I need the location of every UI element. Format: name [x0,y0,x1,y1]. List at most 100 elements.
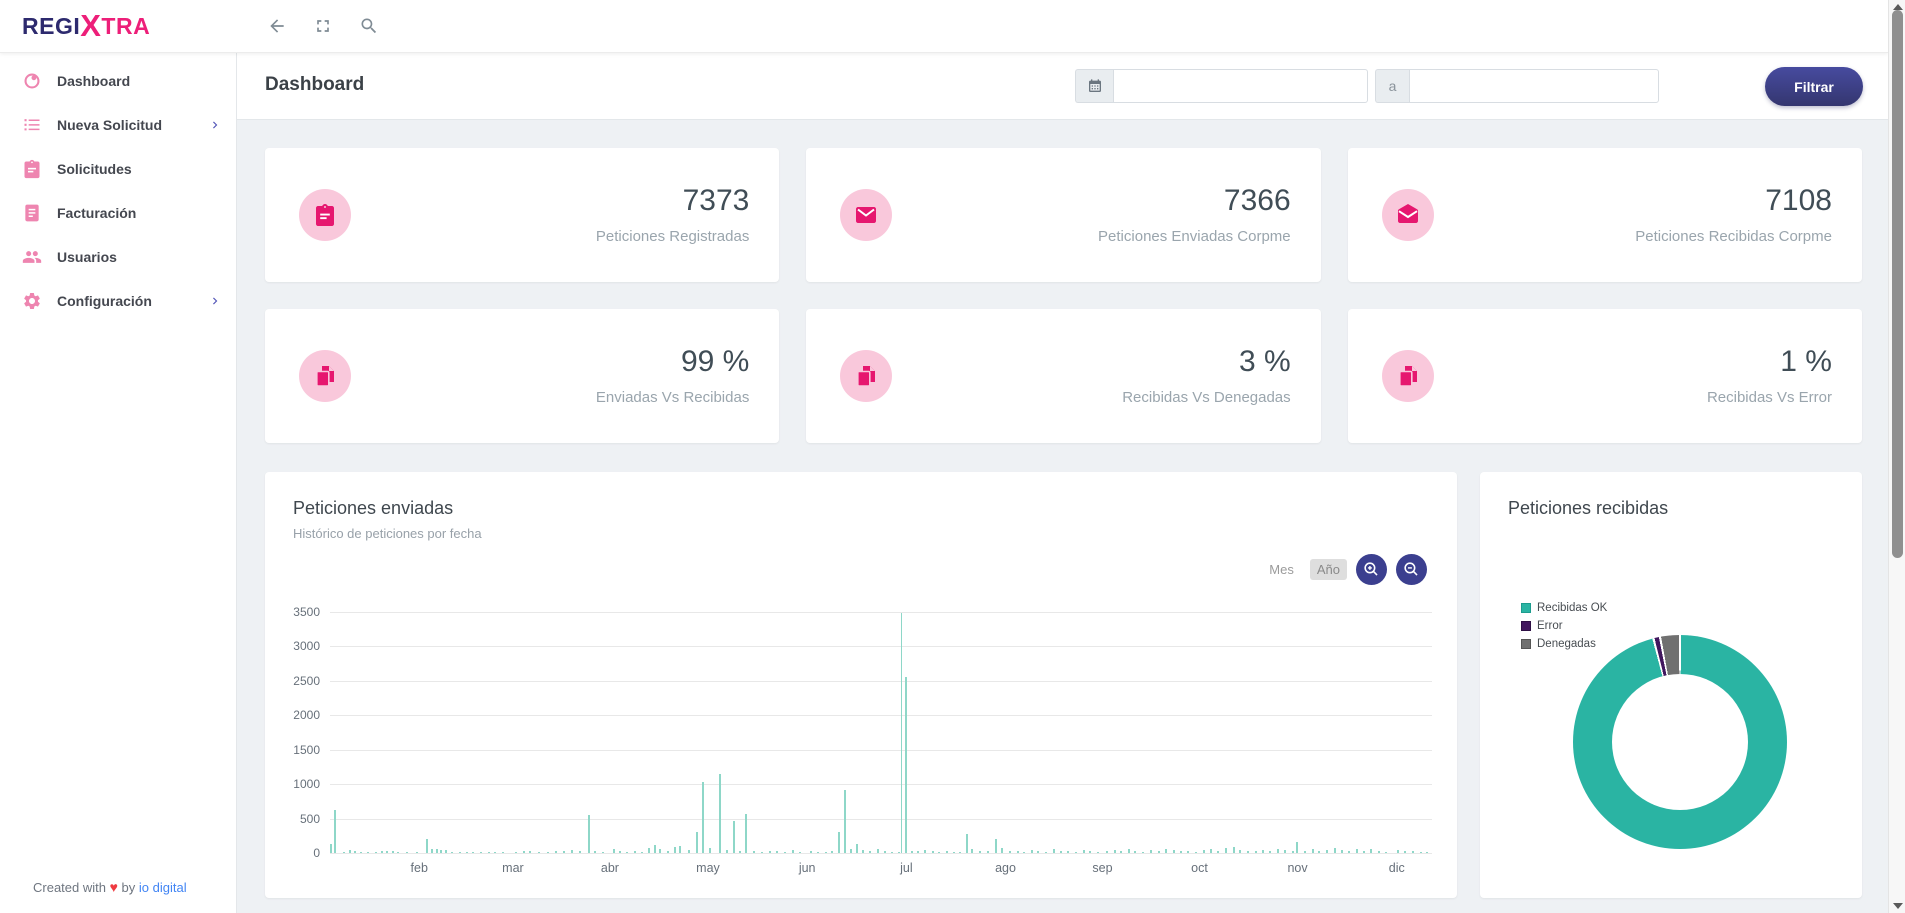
bar[interactable] [1030,849,1033,853]
bar[interactable] [931,850,934,853]
bar[interactable] [910,850,913,853]
bar[interactable] [562,851,565,853]
bar[interactable] [917,851,920,853]
bar[interactable] [472,852,475,853]
bar[interactable] [1195,851,1198,853]
bar[interactable] [776,851,779,853]
bar[interactable] [901,613,903,853]
legend-item-recibidas-ok[interactable]: Recibidas OK [1521,602,1607,614]
bar[interactable] [719,773,721,853]
bar[interactable] [579,851,582,853]
bar[interactable] [380,851,383,853]
bar[interactable] [529,850,532,853]
bar[interactable] [648,847,651,853]
bar[interactable] [1262,849,1265,853]
sidebar-item-dashboard[interactable]: Dashboard [0,59,236,103]
bar[interactable] [1412,850,1415,853]
bar[interactable] [538,851,541,853]
bar[interactable] [791,850,794,853]
date-from-input[interactable] [1113,69,1368,103]
bar[interactable] [738,850,741,853]
bar[interactable] [1074,851,1077,853]
date-to-input[interactable] [1409,69,1659,103]
bar[interactable] [1340,850,1343,853]
bar[interactable] [415,852,418,853]
bar[interactable] [653,845,656,853]
bar[interactable] [1059,851,1062,853]
bar[interactable] [1120,851,1123,853]
legend-item-denegadas[interactable]: Denegadas [1521,638,1607,650]
bar[interactable] [375,851,378,853]
bar[interactable] [1113,849,1116,853]
bar[interactable] [479,852,482,853]
vertical-scrollbar[interactable] [1888,0,1905,913]
sidebar-item-configuraci-n[interactable]: Configuración [0,279,236,323]
bar[interactable] [1210,849,1213,853]
bar[interactable] [1348,851,1351,853]
bar[interactable] [659,848,662,853]
bar[interactable] [1052,848,1055,853]
bar[interactable] [784,851,787,853]
bar[interactable] [1037,850,1040,853]
bar[interactable] [1023,851,1026,853]
bar[interactable] [688,849,691,853]
scrollbar-up-arrow[interactable] [1893,4,1903,10]
bar[interactable] [1419,851,1422,853]
bar[interactable] [634,851,637,853]
bar[interactable] [1404,851,1407,853]
bar[interactable] [602,851,605,853]
bar[interactable] [1239,849,1242,853]
bar[interactable] [1426,852,1429,853]
bar[interactable] [1268,850,1271,853]
bar[interactable] [1134,850,1137,853]
bar[interactable] [1355,849,1358,853]
bar[interactable] [522,851,525,853]
bar[interactable] [1179,851,1182,853]
bar[interactable] [753,851,756,853]
bar[interactable] [343,851,346,853]
bar[interactable] [824,851,827,853]
bar[interactable] [431,849,434,853]
bar[interactable] [695,832,698,853]
period-ano-button[interactable]: Año [1309,559,1347,580]
bar[interactable] [397,851,400,853]
sidebar-item-facturaci-n[interactable]: Facturación [0,191,236,235]
bar[interactable] [1292,851,1295,853]
bar[interactable] [709,848,712,853]
bar[interactable] [994,839,997,853]
bar[interactable] [406,852,409,853]
bar[interactable] [618,850,621,853]
bar[interactable] [451,851,454,853]
bar[interactable] [391,850,394,853]
bar[interactable] [444,849,447,853]
fullscreen-icon[interactable] [313,16,333,36]
bar[interactable] [979,850,982,853]
bar[interactable] [367,852,370,853]
scrollbar-down-arrow[interactable] [1893,903,1903,909]
search-icon[interactable] [359,16,379,36]
bar[interactable] [702,782,705,853]
bar[interactable] [587,815,590,853]
bar[interactable] [760,851,763,853]
bar[interactable] [1105,850,1108,853]
sidebar-item-nueva-solicitud[interactable]: Nueva Solicitud [0,103,236,147]
bar[interactable] [594,850,597,853]
bar[interactable] [354,850,357,853]
bar[interactable] [1384,851,1387,853]
bar[interactable] [938,851,941,853]
bar[interactable] [1045,851,1048,853]
bar[interactable] [626,851,629,853]
bar[interactable] [679,845,682,853]
bar[interactable] [1378,850,1380,853]
bar[interactable] [1001,847,1004,853]
bar[interactable] [571,850,574,853]
app-logo[interactable]: REGIXTRA [22,8,237,44]
bar[interactable] [904,676,907,853]
bar[interactable] [855,844,858,853]
bar[interactable] [1157,850,1160,853]
bar[interactable] [673,846,676,853]
bar[interactable] [330,844,332,853]
bar[interactable] [986,851,989,853]
bar[interactable] [1318,850,1321,853]
bar[interactable] [1067,850,1070,853]
